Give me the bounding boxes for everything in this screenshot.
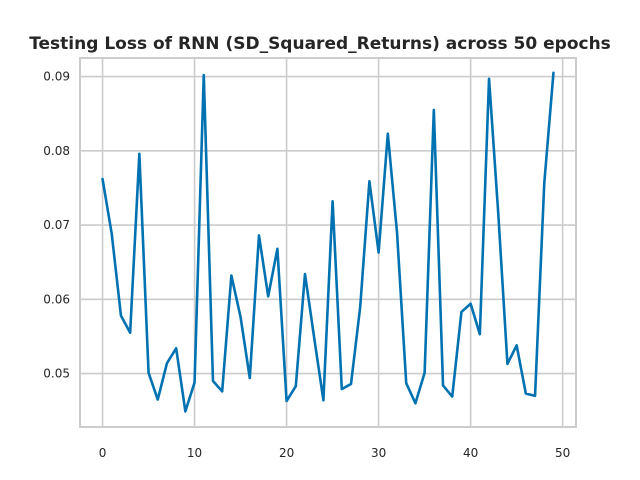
- chart-title: Testing Loss of RNN (SD_Squared_Returns)…: [29, 34, 611, 54]
- plot-frame: [79, 57, 577, 428]
- x-tick-label: 0: [99, 446, 107, 460]
- x-axis-ticks: 0 10 20 30 40 50: [99, 446, 571, 460]
- y-tick-label: 0.08: [43, 144, 70, 158]
- y-tick-label: 0.09: [43, 70, 70, 84]
- x-tick-label: 50: [555, 446, 570, 460]
- y-tick-label: 0.05: [43, 367, 70, 381]
- y-tick-label: 0.06: [43, 292, 70, 306]
- y-axis-ticks: 0.05 0.06 0.07 0.08 0.09: [43, 70, 70, 381]
- x-tick-label: 30: [371, 446, 386, 460]
- series-line-testing-loss: [101, 71, 555, 413]
- y-tick-label: 0.07: [43, 218, 70, 232]
- x-tick-label: 10: [187, 446, 202, 460]
- x-tick-label: 20: [279, 446, 294, 460]
- grid-lines: [80, 58, 576, 427]
- x-tick-label: 40: [463, 446, 478, 460]
